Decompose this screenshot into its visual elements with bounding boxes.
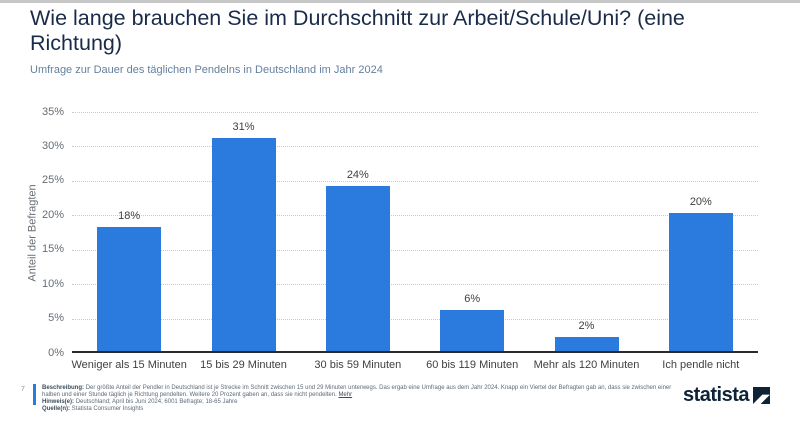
bar (97, 227, 162, 351)
y-tick-label: 10% (41, 277, 64, 290)
gridline (72, 318, 758, 320)
bar-value-label: 31% (232, 120, 255, 133)
hinweis-label: Hinweis(e): (42, 398, 75, 405)
footer-accent-bar (33, 384, 36, 405)
x-axis-label: 30 bis 59 Minuten (314, 359, 402, 371)
x-axis-label: Mehr als 120 Minuten (533, 359, 640, 371)
bar-value-label: 18% (118, 210, 141, 223)
statista-logo: statista (683, 384, 770, 407)
y-tick-label: 20% (41, 208, 64, 221)
bar (668, 213, 733, 351)
bar (440, 309, 505, 351)
footer-hinweis: Hinweis(e): Deutschland; April bis Juni … (42, 399, 674, 406)
beschreibung-label: Beschreibung: (42, 385, 85, 391)
x-axis-label: 15 bis 29 Minuten (200, 359, 287, 371)
chart-subtitle: Umfrage zur Dauer des täglichen Pendelns… (30, 64, 383, 76)
mehr-link[interactable]: Mehr (338, 391, 353, 398)
bar-chart-plot-area: 18% Weniger als 15 Minuten 31% 15 bis 29 Mi… (71, 112, 758, 371)
bar-value-label: 24% (346, 168, 369, 181)
y-tick-label: 5% (48, 312, 64, 325)
statista-logo-icon (753, 387, 770, 404)
x-axis-label: Weniger als 15 Minuten (71, 359, 187, 371)
quelle-label: Quelle(n): (42, 405, 70, 412)
footer-notes: Beschreibung: Der größte Anteil der Pend… (42, 385, 674, 413)
quelle-text: Statista Consumer Insights (71, 405, 144, 412)
x-axis-label: 60 bis 119 Minuten (426, 359, 519, 371)
y-tick-label: 15% (41, 243, 64, 256)
y-tick-label: 35% (41, 105, 64, 118)
chart-title: Wie lange brauchen Sie im Durchschnitt z… (30, 6, 685, 55)
footer-description: Beschreibung: Der größte Anteil der Pend… (42, 385, 674, 399)
gridline (72, 284, 758, 286)
footer-quelle: Quelle(n): Statista Consumer Insights (42, 406, 674, 413)
y-axis-ticks: 0% 5% 10% 15% 20% 25% 30% 35% (22, 106, 64, 359)
hinweis-text: Deutschland; April bis Juni 2024; 6001 B… (75, 398, 238, 405)
y-tick-label: 25% (41, 174, 64, 187)
y-tick-label: 30% (41, 139, 64, 152)
bar (211, 137, 276, 351)
bar-value-label: 2% (578, 320, 595, 333)
window-top-edge (0, 0, 800, 3)
bar (554, 337, 619, 351)
page-number: 7 (21, 386, 25, 393)
bar-value-label: 6% (464, 292, 481, 305)
bar-value-label: 20% (689, 196, 712, 209)
statista-logo-text: statista (682, 384, 750, 406)
gridline (72, 180, 758, 182)
gridline (72, 249, 758, 251)
bar (325, 185, 390, 351)
gridline (72, 146, 758, 148)
x-axis-label: Ich pendle nicht (662, 359, 740, 371)
gridline (72, 215, 758, 217)
y-tick-label: 0% (48, 346, 64, 359)
beschreibung-text: Der größte Anteil der Pendler in Deutsch… (42, 385, 672, 398)
gridline (72, 112, 758, 113)
